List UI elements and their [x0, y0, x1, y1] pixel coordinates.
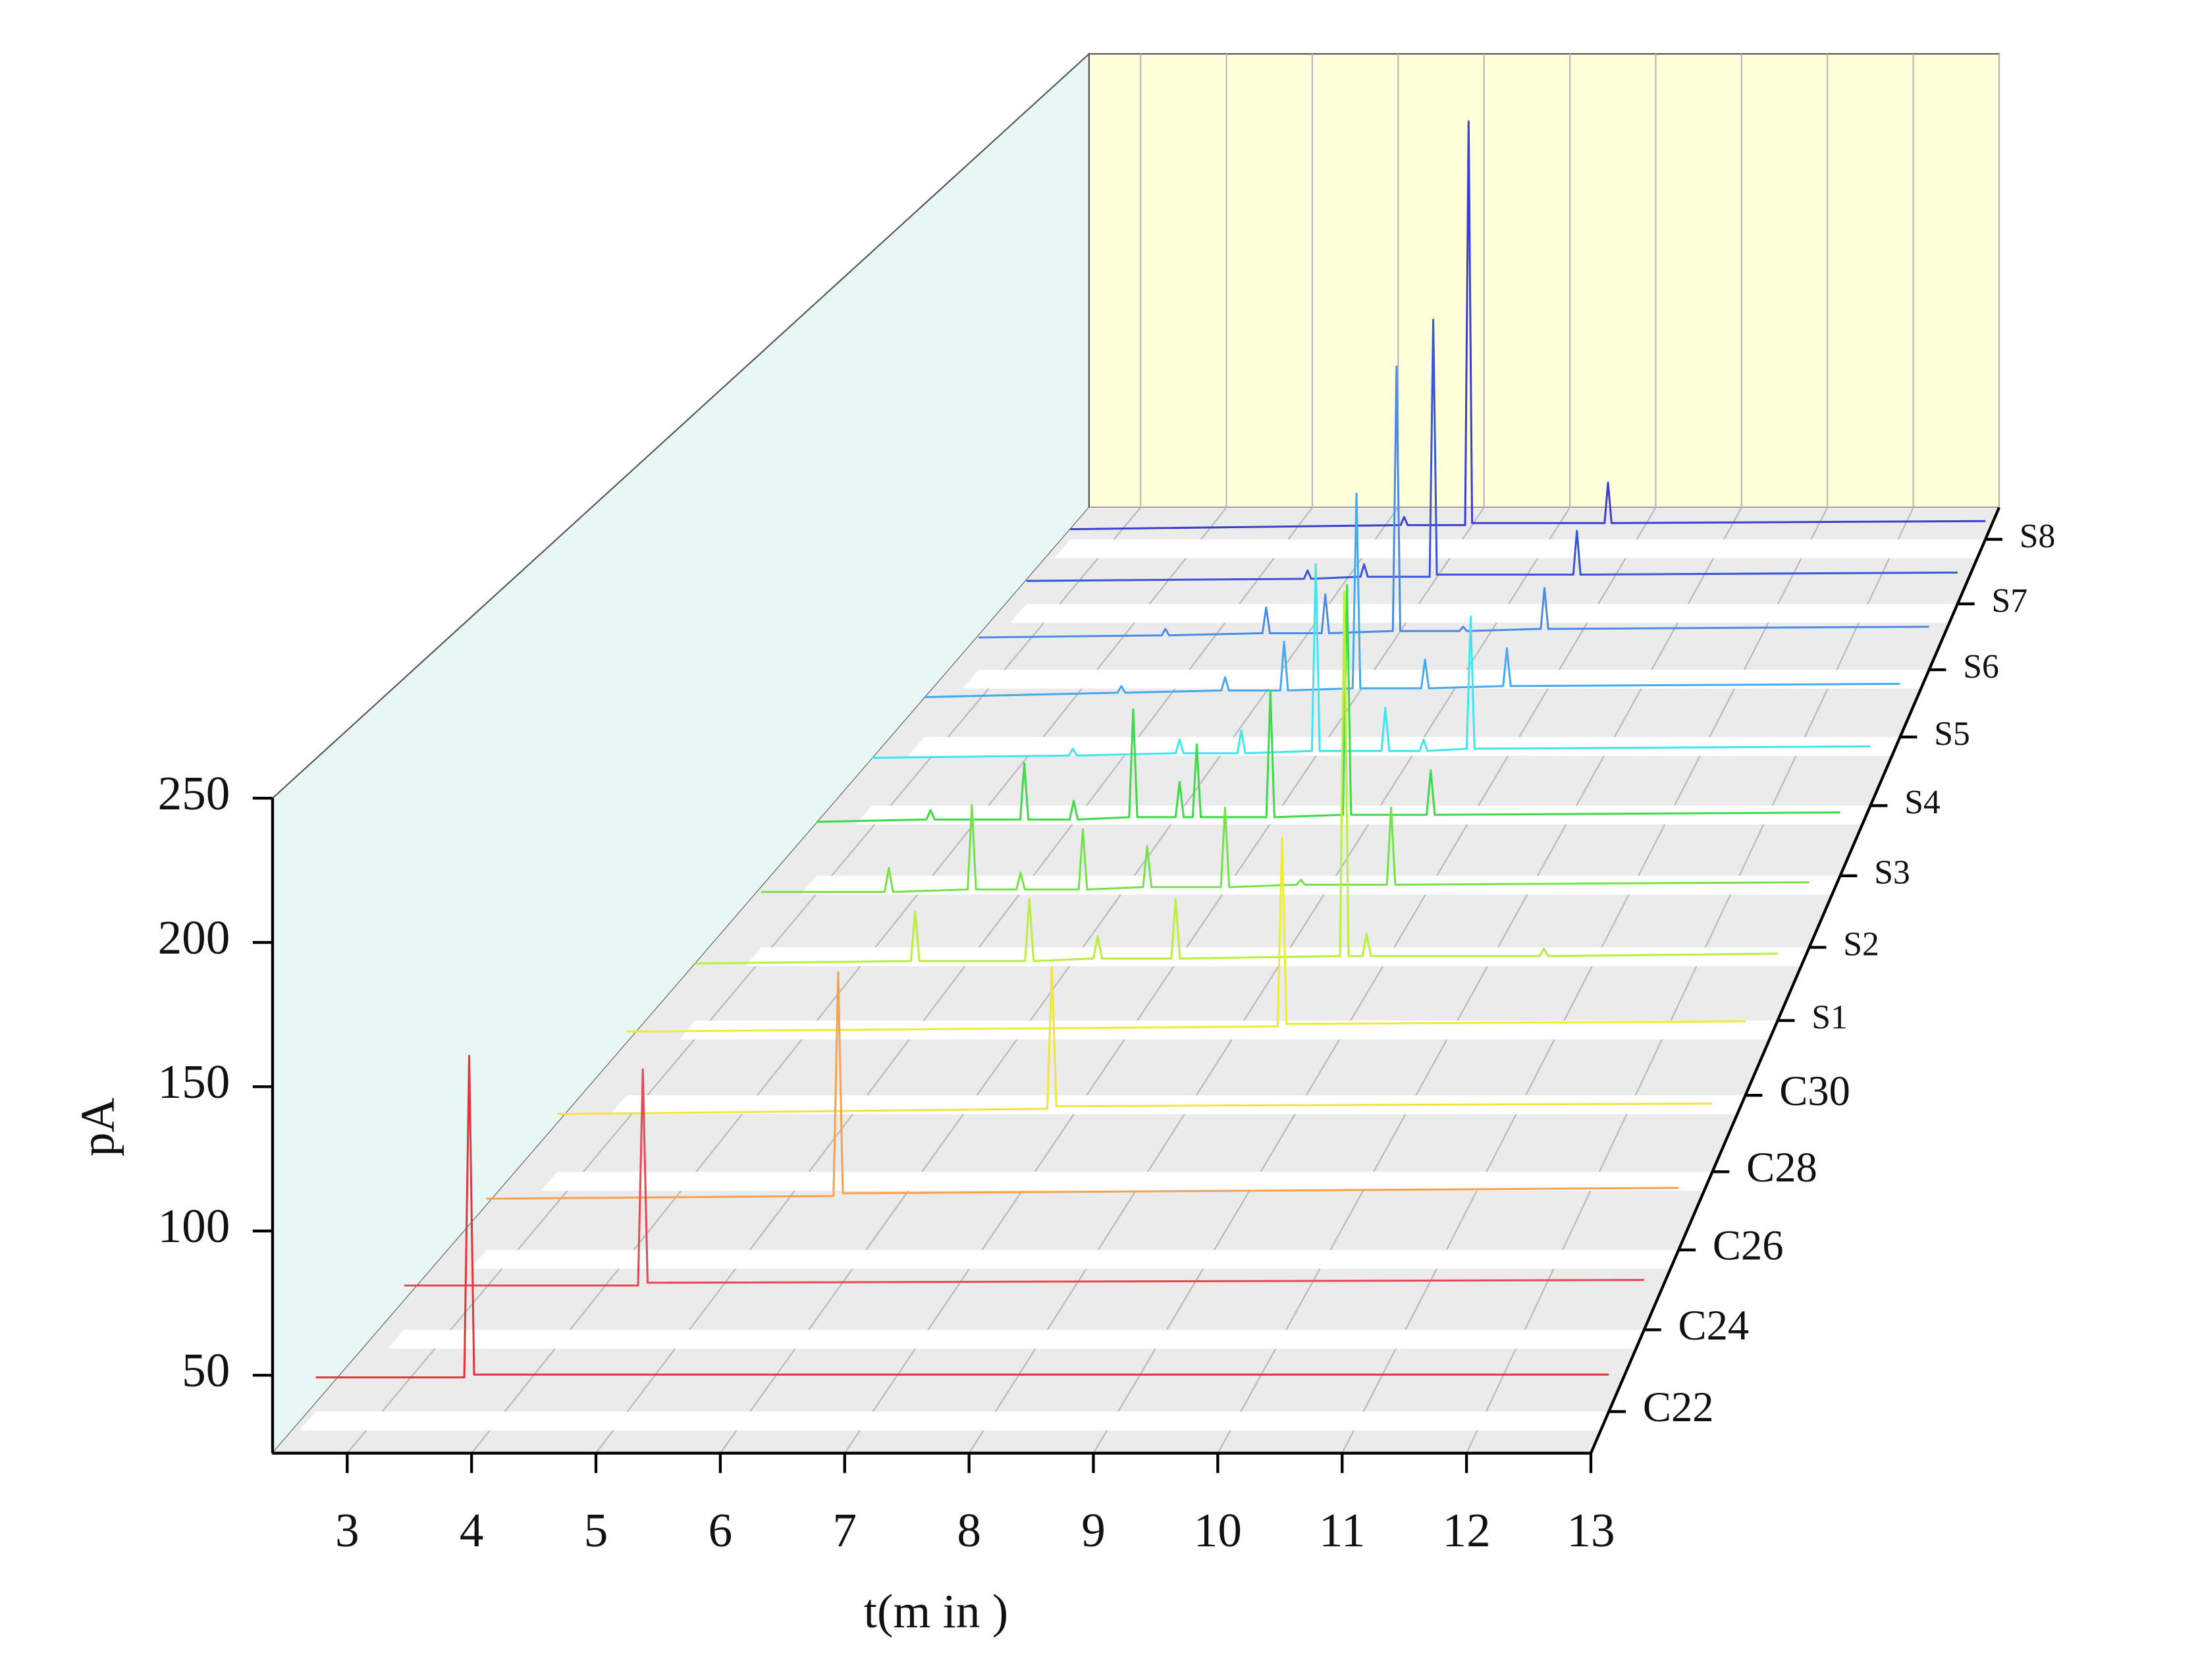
y-tick-label: 150	[158, 1055, 230, 1108]
z-axis	[1590, 506, 2000, 1454]
series-line	[486, 971, 1679, 1200]
x-tick-label: 11	[1319, 1504, 1365, 1557]
floor-strip	[679, 1020, 1778, 1040]
x-tick-label: 9	[1081, 1504, 1106, 1557]
x-tick-label: 7	[832, 1504, 857, 1557]
x-tick-label: 12	[1443, 1504, 1491, 1557]
series-line	[872, 563, 1871, 759]
series-line	[761, 804, 1809, 893]
series-lines	[315, 120, 1986, 1379]
z-tick-label: C26	[1713, 1222, 1784, 1269]
x-axis-label: t(m in )	[864, 1585, 1009, 1638]
x-tick-label: 5	[584, 1504, 608, 1557]
floor-grid-line	[595, 507, 1313, 1454]
floor-grid-line	[1341, 507, 1829, 1454]
floor-strip	[470, 1249, 1679, 1269]
z-tick-label: C30	[1779, 1067, 1850, 1114]
series-line	[315, 1054, 1609, 1379]
back-wall	[1088, 53, 2000, 508]
z-tick-label: C24	[1678, 1301, 1750, 1349]
z-tick-label: S7	[1992, 582, 2028, 620]
y-tick-label: 250	[158, 767, 230, 820]
series-line	[557, 966, 1713, 1116]
series-line	[404, 1068, 1644, 1287]
floor-strip	[1010, 603, 1958, 623]
x-tick-label: 8	[957, 1504, 981, 1557]
x-tick-label: 3	[335, 1504, 360, 1557]
floor-strip	[962, 669, 1929, 689]
z-tick-label: C22	[1643, 1383, 1714, 1430]
floor-grid-line	[1217, 507, 1742, 1454]
x-tick-label: 10	[1194, 1504, 1242, 1557]
z-tick-label: S8	[2020, 518, 2056, 555]
z-tick-label: S6	[1963, 648, 1999, 686]
axes: 3 4 5 6 7 8 9 10 11 12 13 50 100 150 200 250 S8 S7 S6 S5 S4 S…	[158, 506, 2056, 1557]
floor-grid-line	[1092, 507, 1657, 1454]
floor-grid-line	[471, 507, 1227, 1454]
floor-strip	[1054, 539, 1986, 558]
floor-strip	[388, 1330, 1644, 1349]
series-line	[816, 583, 1840, 823]
y-axis-label: pA	[70, 1098, 124, 1157]
series-line	[924, 492, 1900, 699]
floor-strip	[541, 1172, 1713, 1191]
x-tick-label: 13	[1567, 1504, 1615, 1557]
series-line	[1070, 120, 1986, 531]
z-tick-label: S5	[1934, 715, 1970, 753]
x-tick-label: 6	[709, 1504, 733, 1557]
floor-grid-line	[1466, 507, 1914, 1454]
series-line	[626, 836, 1746, 1033]
z-tick-label: S1	[1811, 998, 1848, 1036]
series-line	[695, 590, 1778, 965]
z-tick-label: S4	[1904, 784, 1941, 821]
z-tick-label: S2	[1843, 925, 1879, 963]
y-tick-label: 50	[182, 1343, 230, 1397]
x-tick-label: 4	[460, 1504, 484, 1557]
floor-strip	[299, 1411, 1609, 1431]
y-tick-label: 100	[158, 1199, 230, 1253]
floor-grid-line	[346, 506, 1141, 1454]
y-tick-label: 200	[158, 911, 230, 964]
floor-grid-line	[844, 507, 1485, 1454]
series-line	[978, 365, 1929, 639]
floor-strip	[908, 737, 1900, 756]
z-tick-label: S3	[1874, 854, 1910, 892]
z-tick-label: C28	[1746, 1143, 1817, 1191]
